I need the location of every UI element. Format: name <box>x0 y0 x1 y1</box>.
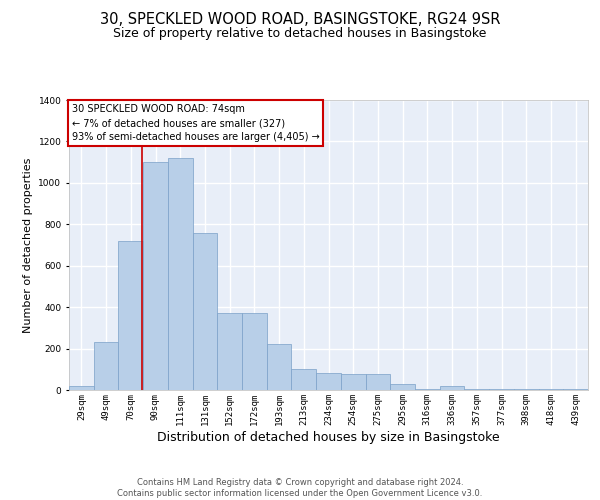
Bar <box>316 374 341 390</box>
Text: 30, SPECKLED WOOD ROAD, BASINGSTOKE, RG24 9SR: 30, SPECKLED WOOD ROAD, BASINGSTOKE, RG2… <box>100 12 500 28</box>
Bar <box>514 389 539 390</box>
Text: 30 SPECKLED WOOD ROAD: 74sqm
← 7% of detached houses are smaller (327)
93% of se: 30 SPECKLED WOOD ROAD: 74sqm ← 7% of det… <box>71 104 319 142</box>
Bar <box>193 232 217 390</box>
Bar <box>440 386 464 390</box>
Bar <box>242 314 267 390</box>
X-axis label: Distribution of detached houses by size in Basingstoke: Distribution of detached houses by size … <box>157 430 500 444</box>
Bar <box>464 389 489 390</box>
Text: Contains HM Land Registry data © Crown copyright and database right 2024.
Contai: Contains HM Land Registry data © Crown c… <box>118 478 482 498</box>
Bar <box>69 386 94 390</box>
Y-axis label: Number of detached properties: Number of detached properties <box>23 158 33 332</box>
Bar <box>489 389 514 390</box>
Bar <box>118 241 143 390</box>
Bar <box>267 344 292 390</box>
Bar <box>94 342 118 390</box>
Text: Size of property relative to detached houses in Basingstoke: Size of property relative to detached ho… <box>113 28 487 40</box>
Bar <box>563 389 588 390</box>
Bar <box>292 370 316 390</box>
Bar <box>168 158 193 390</box>
Bar <box>341 374 365 390</box>
Bar <box>365 374 390 390</box>
Bar <box>539 389 563 390</box>
Bar <box>217 314 242 390</box>
Bar <box>390 384 415 390</box>
Bar <box>415 389 440 390</box>
Bar <box>143 162 168 390</box>
